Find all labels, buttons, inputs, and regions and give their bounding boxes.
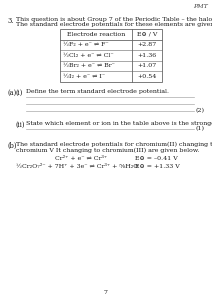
Text: State which element or ion in the table above is the strongest oxidising agent.: State which element or ion in the table …	[26, 121, 212, 125]
Text: This question is about Group 7 of the Periodic Table – the halogens.: This question is about Group 7 of the Pe…	[16, 17, 212, 22]
Text: (2): (2)	[196, 108, 205, 113]
Text: E⊖ = +1.33 V: E⊖ = +1.33 V	[135, 164, 180, 169]
Text: Cr²⁺ + e⁻ ⇌ Cr³⁺: Cr²⁺ + e⁻ ⇌ Cr³⁺	[55, 157, 107, 161]
Text: +0.54: +0.54	[137, 74, 157, 79]
Text: +2.87: +2.87	[137, 42, 157, 47]
Text: E⊖ / V: E⊖ / V	[137, 32, 157, 37]
Text: +1.36: +1.36	[137, 53, 157, 58]
Text: ½Br₂ + e⁻ ⇌ Br⁻: ½Br₂ + e⁻ ⇌ Br⁻	[63, 63, 115, 68]
Text: ½Cl₂ + e⁻ ⇌ Cl⁻: ½Cl₂ + e⁻ ⇌ Cl⁻	[63, 53, 114, 58]
Text: 3.: 3.	[7, 17, 13, 25]
Text: (1): (1)	[196, 126, 205, 131]
Text: (a): (a)	[7, 88, 16, 97]
Text: chromium V It changing to chromium(III) are given below.: chromium V It changing to chromium(III) …	[16, 148, 199, 153]
Text: ½I₂ + e⁻ ⇌ I⁻: ½I₂ + e⁻ ⇌ I⁻	[63, 74, 105, 79]
Text: ½Cr₂O₇²⁻ + 7H⁺ + 3e⁻ ⇌ Cr³⁺ + ⅝H₂O: ½Cr₂O₇²⁻ + 7H⁺ + 3e⁻ ⇌ Cr³⁺ + ⅝H₂O	[16, 164, 138, 169]
Text: PMT: PMT	[193, 4, 208, 9]
Text: The standard electrode potentials for chromium(II) changing to chromium(III) and: The standard electrode potentials for ch…	[16, 142, 212, 147]
Text: Define the term standard electrode potential.: Define the term standard electrode poten…	[26, 88, 169, 94]
Text: 7: 7	[104, 290, 108, 295]
Text: Electrode reaction: Electrode reaction	[67, 32, 125, 37]
Text: +1.07: +1.07	[137, 63, 157, 68]
Text: The standard electrode potentials for these elements are given below.: The standard electrode potentials for th…	[16, 22, 212, 27]
Text: (ii): (ii)	[16, 121, 25, 128]
Text: ½F₂ + e⁻ ⇌ F⁻: ½F₂ + e⁻ ⇌ F⁻	[63, 42, 109, 47]
Bar	[60, 29, 162, 82]
Text: (b): (b)	[7, 142, 17, 149]
Text: (i): (i)	[16, 88, 23, 97]
Text: E⊖ = –0.41 V: E⊖ = –0.41 V	[135, 157, 178, 161]
